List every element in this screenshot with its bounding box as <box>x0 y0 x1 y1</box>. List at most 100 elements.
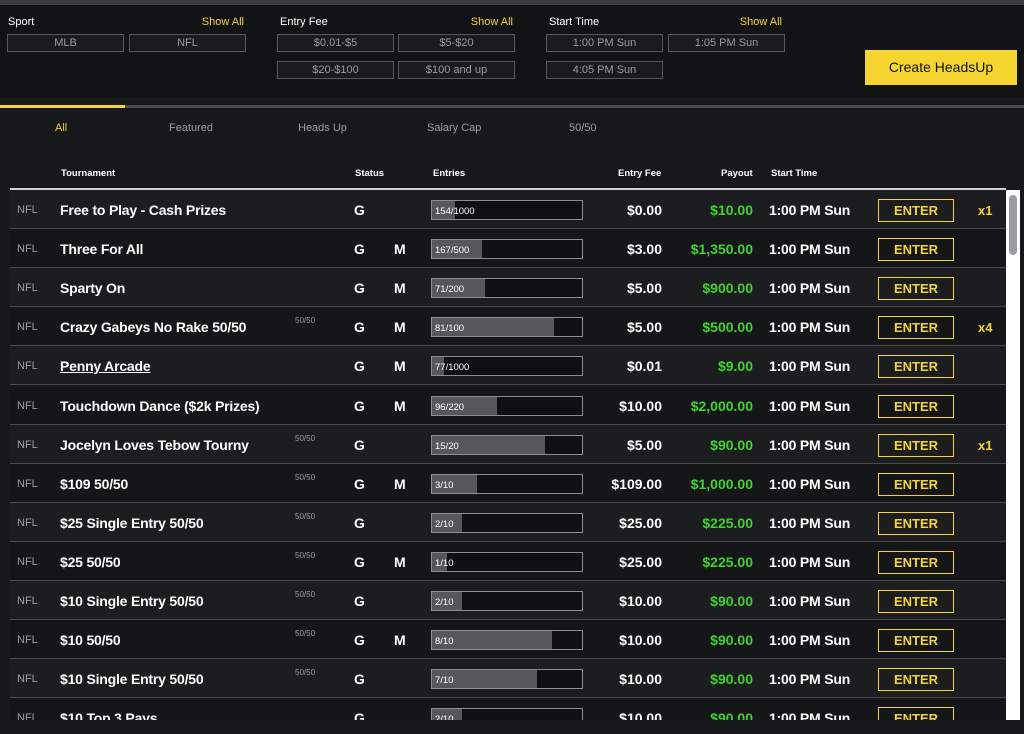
entries-count: 167/500 <box>435 245 470 256</box>
entries-progress-bar: 71/200 <box>431 278 583 298</box>
table-row[interactable]: NFL $10 Single Entry 50/50 50/50 G 2/10 $10.0… <box>10 581 1006 620</box>
tournament-name-link[interactable]: Free to Play - Cash Prizes <box>60 202 226 218</box>
sport-label: NFL <box>17 478 38 490</box>
fee-option-1[interactable]: $5-$20 <box>398 34 515 52</box>
fifty-fifty-tag: 50/50 <box>295 590 316 599</box>
sport-option-nfl[interactable]: NFL <box>129 34 246 52</box>
table-row[interactable]: NFL $25 Single Entry 50/50 50/50 G 2/10 $25.0… <box>10 503 1006 542</box>
table-row[interactable]: NFL $25 50/50 50/50 G M 1/10 $25.00 $225.00 1:00… <box>10 542 1006 581</box>
enter-button[interactable]: ENTER <box>878 277 954 300</box>
col-payout[interactable]: Payout <box>721 168 753 179</box>
fee-option-3[interactable]: $100 and up <box>398 61 515 79</box>
header-divider <box>10 188 1006 190</box>
tournament-name-link[interactable]: Crazy Gabeys No Rake 50/50 <box>60 319 247 335</box>
sport-filter-label: Sport <box>8 16 35 28</box>
entries-progress-bar: 2/10 <box>431 708 583 720</box>
enter-button[interactable]: ENTER <box>878 238 954 261</box>
tournament-name-link[interactable]: Sparty On <box>60 280 126 296</box>
table-row[interactable]: NFL Crazy Gabeys No Rake 50/50 50/50 G M 81/1… <box>10 307 1006 346</box>
entries-count: 2/10 <box>435 714 454 720</box>
start-time-value: 1:00 PM Sun <box>769 515 851 531</box>
table-row[interactable]: NFL $10 Top 3 Pays G 2/10 $10.00 $90.00 1:00 P… <box>10 698 1006 720</box>
payout-value: $10.00 <box>710 202 753 218</box>
enter-button[interactable]: ENTER <box>878 395 954 418</box>
start-time-value: 1:00 PM Sun <box>769 398 851 414</box>
table-row[interactable]: NFL Three For All G M 167/500 $3.00 $1,350.00 1… <box>10 229 1006 268</box>
tab-all[interactable]: All <box>55 122 68 134</box>
enter-button[interactable]: ENTER <box>878 707 954 720</box>
tab-heads-up[interactable]: Heads Up <box>298 122 347 134</box>
table-row[interactable]: NFL Sparty On G M 71/200 $5.00 $900.00 1:00 PM … <box>10 268 1006 307</box>
time-option-2[interactable]: 4:05 PM Sun <box>546 61 663 79</box>
enter-button[interactable]: ENTER <box>878 199 954 222</box>
tab-50-50[interactable]: 50/50 <box>569 122 597 134</box>
col-start-time[interactable]: Start Time <box>771 168 818 179</box>
entries-progress-bar: 7/10 <box>431 669 583 689</box>
table-row[interactable]: NFL Jocelyn Loves Tebow Tourny 50/50 G 15/20… <box>10 425 1006 464</box>
table-row[interactable]: NFL Penny Arcade G M 77/1000 $0.01 $9.00 1:00 P… <box>10 346 1006 385</box>
scrollbar-track[interactable] <box>1006 190 1020 720</box>
col-status[interactable]: Status <box>355 168 385 179</box>
fifty-fifty-tag: 50/50 <box>295 629 316 638</box>
entries-count: 7/10 <box>435 675 454 686</box>
tournament-name-link[interactable]: Penny Arcade <box>60 358 151 374</box>
enter-button[interactable]: ENTER <box>878 434 954 457</box>
enter-button[interactable]: ENTER <box>878 512 954 535</box>
sport-option-mlb[interactable]: MLB <box>7 34 124 52</box>
enter-button[interactable]: ENTER <box>878 316 954 339</box>
fifty-fifty-tag: 50/50 <box>295 434 316 443</box>
tab-featured[interactable]: Featured <box>169 122 214 134</box>
status-g: G <box>354 710 365 720</box>
tournament-name-link[interactable]: $10 50/50 <box>60 632 121 648</box>
status-g: G <box>354 280 365 296</box>
enter-button[interactable]: ENTER <box>878 590 954 613</box>
table-row[interactable]: NFL $10 50/50 50/50 G M 8/10 $10.00 $90.00 1:00 … <box>10 620 1006 659</box>
status-g: G <box>354 515 365 531</box>
table-row[interactable]: NFL Free to Play - Cash Prizes G 154/1000 $0… <box>10 190 1006 229</box>
tournament-name-link[interactable]: $109 50/50 <box>60 476 129 492</box>
start-time-value: 1:00 PM Sun <box>769 710 851 720</box>
tab-salary-cap[interactable]: Salary Cap <box>427 122 482 134</box>
col-entries[interactable]: Entries <box>433 168 466 179</box>
create-headsup-button[interactable]: Create HeadsUp <box>865 50 1017 85</box>
entries-progress-bar: 96/220 <box>431 396 583 416</box>
payout-value: $90.00 <box>710 593 753 609</box>
tournament-name-link[interactable]: Jocelyn Loves Tebow Tourny <box>60 437 249 453</box>
entries-progress-fill <box>432 631 552 649</box>
tournament-name-link[interactable]: $10 Single Entry 50/50 <box>60 671 204 687</box>
sport-label: NFL <box>17 595 38 607</box>
tournament-name-link[interactable]: $10 Top 3 Pays <box>60 710 158 720</box>
scrollbar-thumb[interactable] <box>1009 195 1017 255</box>
fee-option-0[interactable]: $0.01-$5 <box>277 34 394 52</box>
entries-progress-fill <box>432 240 483 258</box>
entry-fee-show-all-link[interactable]: Show All <box>470 16 513 28</box>
time-option-0[interactable]: 1:00 PM Sun <box>546 34 663 52</box>
tournament-name-link[interactable]: Touchdown Dance ($2k Prizes) <box>60 398 260 414</box>
enter-button[interactable]: ENTER <box>878 629 954 652</box>
payout-value: $90.00 <box>710 671 753 687</box>
tournament-name-link[interactable]: $25 Single Entry 50/50 <box>60 515 204 531</box>
table-row[interactable]: NFL $10 Single Entry 50/50 50/50 G 7/10 $10.0… <box>10 659 1006 698</box>
start-time-show-all-link[interactable]: Show All <box>739 16 782 28</box>
fee-option-2[interactable]: $20-$100 <box>277 61 394 79</box>
col-tournament[interactable]: Tournament <box>61 168 116 179</box>
bottom-edge <box>0 720 1024 734</box>
enter-button[interactable]: ENTER <box>878 355 954 378</box>
col-entry-fee[interactable]: Entry Fee <box>618 168 662 179</box>
sport-show-all-link[interactable]: Show All <box>201 16 244 28</box>
entry-fee-value: $25.00 <box>619 515 662 531</box>
enter-button[interactable]: ENTER <box>878 473 954 496</box>
tournament-name-link[interactable]: $25 50/50 <box>60 554 121 570</box>
entry-fee-value: $5.00 <box>626 437 662 453</box>
sport-label: NFL <box>17 712 38 720</box>
time-option-1[interactable]: 1:05 PM Sun <box>668 34 785 52</box>
enter-button[interactable]: ENTER <box>878 551 954 574</box>
enter-button[interactable]: ENTER <box>878 668 954 691</box>
tournament-name-link[interactable]: Three For All <box>60 241 144 257</box>
status-g: G <box>354 358 365 374</box>
table-row[interactable]: NFL Touchdown Dance ($2k Prizes) G M 96/220 $… <box>10 386 1006 425</box>
status-m: M <box>394 280 406 296</box>
tournament-name-link[interactable]: $10 Single Entry 50/50 <box>60 593 204 609</box>
table-row[interactable]: NFL $109 50/50 50/50 G M 3/10 $109.00 $1,000.00… <box>10 464 1006 503</box>
entry-fee-value: $10.00 <box>619 671 662 687</box>
